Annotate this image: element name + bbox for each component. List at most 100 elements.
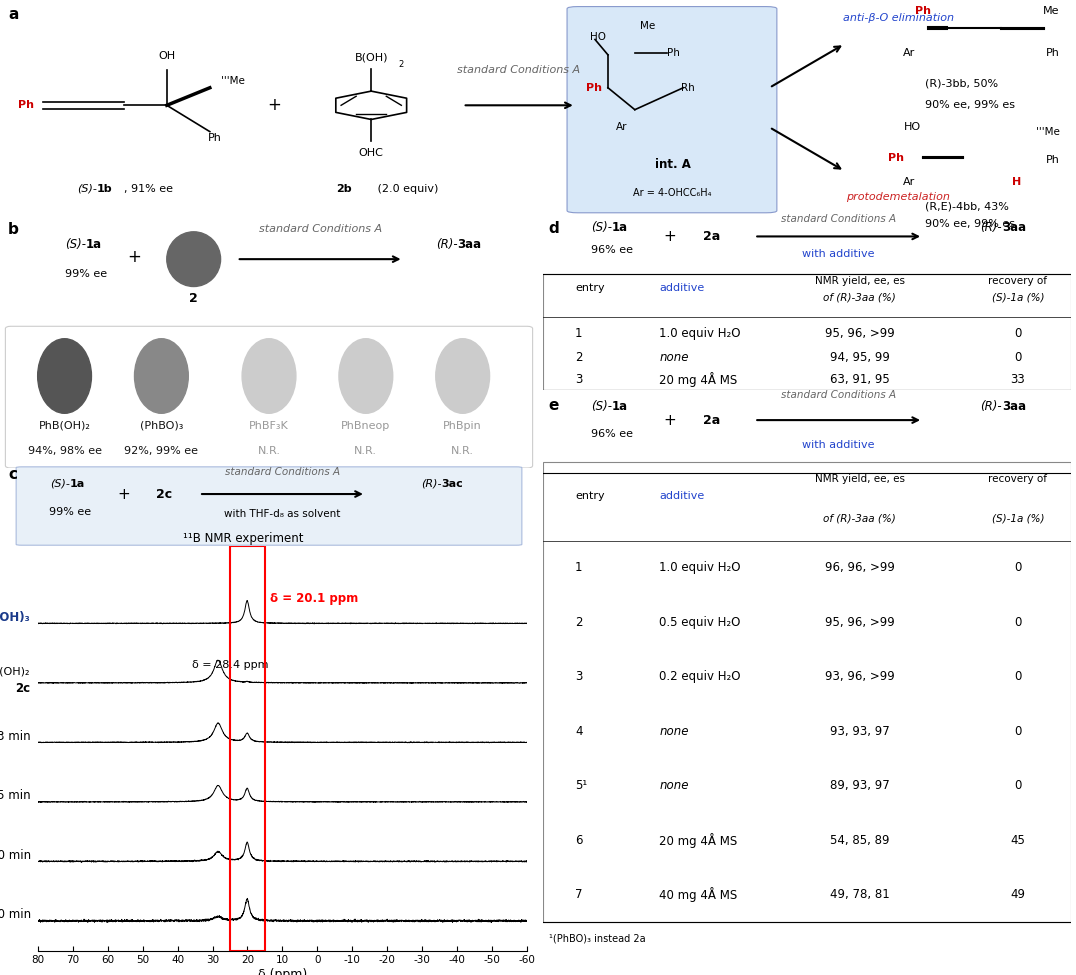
- Text: δ = 28.4 ppm: δ = 28.4 ppm: [192, 660, 268, 670]
- Text: 3: 3: [575, 670, 582, 683]
- Text: Me: Me: [640, 21, 655, 31]
- Text: d: d: [549, 221, 560, 236]
- Text: entry: entry: [575, 490, 605, 501]
- Text: 2a: 2a: [704, 413, 721, 427]
- Text: (PhBO)₃: (PhBO)₃: [140, 421, 183, 431]
- Text: t = 5 min: t = 5 min: [0, 790, 30, 802]
- Text: OH: OH: [158, 52, 175, 61]
- Text: e: e: [549, 398, 560, 412]
- FancyBboxPatch shape: [16, 467, 522, 545]
- Text: 2a: 2a: [704, 230, 721, 243]
- FancyBboxPatch shape: [543, 462, 1071, 922]
- Text: Me: Me: [1044, 6, 1060, 16]
- Ellipse shape: [38, 338, 91, 413]
- FancyBboxPatch shape: [543, 274, 1071, 390]
- Text: (R)-3bb, 50%: (R)-3bb, 50%: [925, 78, 999, 89]
- Text: 3ac: 3ac: [441, 479, 463, 488]
- Text: 33: 33: [1010, 373, 1025, 386]
- Text: of (R)-3aa (%): of (R)-3aa (%): [823, 292, 896, 303]
- Text: recovery of: recovery of: [989, 276, 1047, 286]
- Text: entry: entry: [575, 283, 605, 292]
- Text: b: b: [9, 222, 19, 237]
- Text: H: H: [1013, 177, 1021, 187]
- Text: (R)-: (R)-: [980, 400, 1002, 412]
- Text: PhBneop: PhBneop: [341, 421, 391, 431]
- FancyBboxPatch shape: [567, 7, 777, 213]
- Text: (S)-: (S)-: [51, 479, 70, 488]
- Text: δ = 20.1 ppm: δ = 20.1 ppm: [270, 592, 358, 604]
- Text: B(OH)₃: B(OH)₃: [0, 611, 30, 624]
- Text: (R)-: (R)-: [436, 238, 457, 251]
- Text: 2: 2: [575, 351, 582, 364]
- Text: +: +: [664, 412, 677, 428]
- Text: Ar: Ar: [617, 122, 627, 133]
- Text: standard Conditions A: standard Conditions A: [258, 224, 382, 234]
- Text: 45: 45: [1010, 834, 1025, 846]
- Text: 96% ee: 96% ee: [591, 245, 633, 255]
- Text: Ph: Ph: [1046, 48, 1060, 58]
- Text: 20 mg 4Å MS: 20 mg 4Å MS: [660, 372, 738, 387]
- Text: '''Me: '''Me: [1036, 127, 1060, 136]
- Text: (R,E)-4bb, 43%: (R,E)-4bb, 43%: [925, 201, 1009, 212]
- Text: Ph: Ph: [888, 153, 904, 163]
- Text: with additive: with additive: [803, 249, 875, 258]
- Text: 0.2 equiv H₂O: 0.2 equiv H₂O: [660, 670, 741, 683]
- Text: 1a: 1a: [612, 221, 628, 234]
- Text: 1a: 1a: [612, 400, 628, 412]
- Text: Rh: Rh: [681, 83, 695, 93]
- Text: (S)-: (S)-: [65, 238, 86, 251]
- Ellipse shape: [339, 338, 393, 413]
- Text: Ar: Ar: [903, 48, 916, 58]
- Text: PhBpin: PhBpin: [443, 421, 482, 431]
- Text: of (R)-3aa (%): of (R)-3aa (%): [823, 513, 896, 524]
- Text: 96, 96, >99: 96, 96, >99: [825, 562, 894, 574]
- Text: 1: 1: [575, 562, 582, 574]
- FancyBboxPatch shape: [5, 327, 533, 468]
- Text: OHC: OHC: [358, 148, 384, 158]
- Text: t = 10 min: t = 10 min: [0, 849, 30, 862]
- Text: none: none: [660, 779, 689, 793]
- Text: none: none: [660, 724, 689, 738]
- Text: 5¹: 5¹: [575, 779, 587, 793]
- Text: N.R.: N.R.: [354, 446, 378, 455]
- Text: 0: 0: [1015, 616, 1021, 629]
- Text: none: none: [660, 351, 689, 364]
- Text: 2c: 2c: [15, 682, 30, 695]
- Text: 2b: 2b: [337, 183, 352, 194]
- Text: 49: 49: [1010, 888, 1025, 901]
- Text: 3: 3: [575, 373, 582, 386]
- Text: 0: 0: [1015, 724, 1021, 738]
- Text: (R)-: (R)-: [980, 221, 1002, 234]
- Text: (S)-1a (%): (S)-1a (%): [992, 292, 1044, 303]
- Text: (S)-: (S)-: [591, 221, 612, 234]
- Text: 0: 0: [1015, 351, 1021, 364]
- Text: standard Conditions A: standard Conditions A: [781, 214, 896, 224]
- Text: Ar: Ar: [903, 177, 916, 187]
- Text: PhBF₃K: PhBF₃K: [250, 421, 288, 431]
- Text: 1.0 equiv H₂O: 1.0 equiv H₂O: [660, 562, 741, 574]
- Text: 1a: 1a: [86, 238, 102, 251]
- Text: 0: 0: [1015, 670, 1021, 683]
- Text: (S)-1a (%): (S)-1a (%): [992, 513, 1044, 524]
- Text: (R)-: (R)-: [421, 479, 441, 488]
- Text: 94%, 98% ee: 94%, 98% ee: [28, 446, 101, 455]
- Text: 94, 95, 99: 94, 95, 99: [830, 351, 890, 364]
- Text: 90% ee, 99% es: 90% ee, 99% es: [925, 218, 1016, 229]
- Text: recovery of: recovery of: [989, 474, 1047, 484]
- Text: Ph: Ph: [915, 6, 931, 16]
- Text: 7: 7: [575, 888, 582, 901]
- Text: 2: 2: [189, 292, 198, 305]
- Text: HO: HO: [904, 122, 921, 133]
- Text: a: a: [9, 7, 19, 21]
- Text: ¹(PhBO)₃ instead 2a: ¹(PhBO)₃ instead 2a: [549, 933, 646, 943]
- Text: additive: additive: [660, 283, 705, 292]
- Text: 93, 93, 97: 93, 93, 97: [830, 724, 890, 738]
- Text: Ph: Ph: [209, 134, 222, 143]
- Text: Ph: Ph: [667, 48, 680, 58]
- Ellipse shape: [242, 338, 296, 413]
- Ellipse shape: [134, 338, 188, 413]
- Text: 89, 93, 97: 89, 93, 97: [830, 779, 890, 793]
- Text: 0: 0: [1015, 328, 1021, 340]
- Text: 2: 2: [575, 616, 582, 629]
- Text: +: +: [128, 248, 141, 265]
